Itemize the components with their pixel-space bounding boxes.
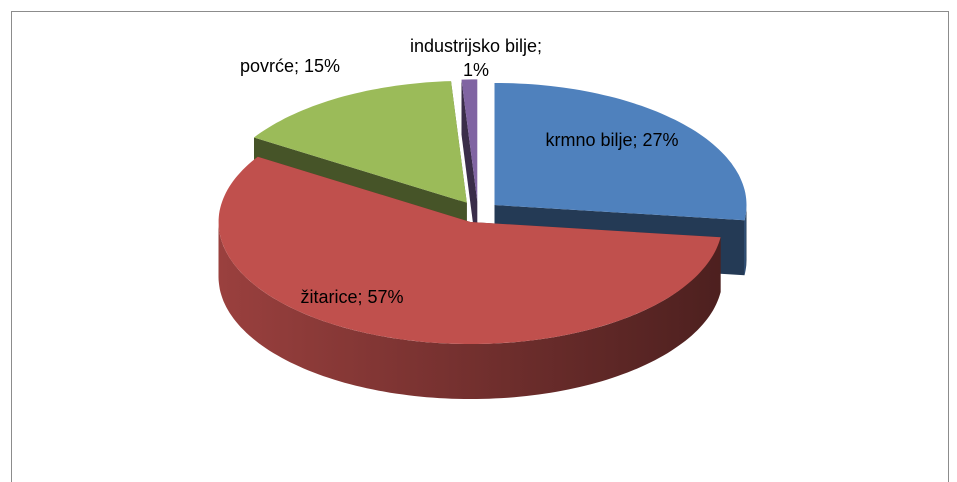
slice-face — [461, 79, 478, 257]
data-label: krmno bilje; 27% — [545, 130, 679, 150]
chart-frame — [11, 11, 949, 482]
slice — [461, 79, 478, 202]
slice-wall — [218, 222, 721, 399]
slice-wall — [744, 205, 747, 276]
slice — [494, 83, 747, 221]
data-label: povrće; 15% — [239, 56, 341, 76]
data-label: industrijsko bilje; 1% — [409, 36, 543, 80]
slice — [218, 156, 721, 344]
data-label: žitarice; 57% — [300, 287, 404, 307]
slice — [254, 81, 467, 203]
